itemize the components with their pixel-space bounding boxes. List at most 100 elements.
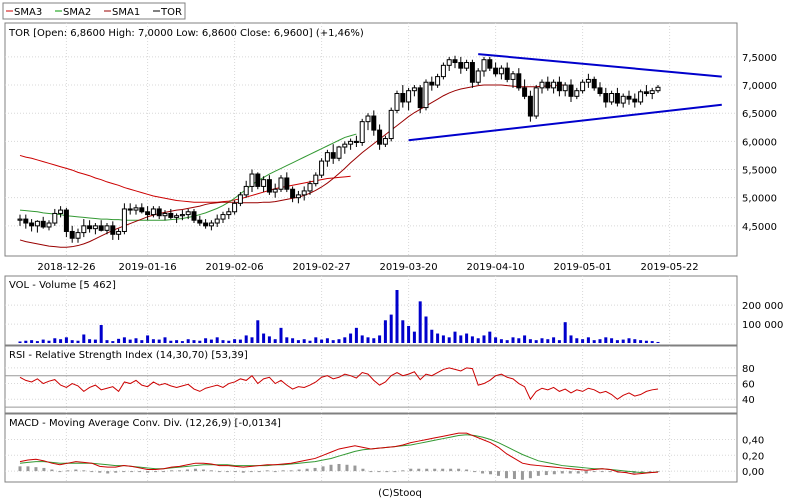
- candle-body: [46, 222, 52, 228]
- volume-bar: [244, 335, 248, 343]
- volume-bar: [64, 337, 68, 343]
- macd-histogram-bar: [449, 468, 453, 472]
- volume-bar: [488, 331, 492, 343]
- volume-bar: [53, 338, 57, 343]
- candle-body: [429, 81, 435, 86]
- sma3-line: [19, 154, 351, 203]
- candle-body: [568, 84, 574, 97]
- volume-bar: [180, 341, 184, 343]
- volume-bar: [465, 333, 469, 343]
- candle-body: [394, 93, 400, 111]
- rsi-y-tick-label: 40: [742, 395, 755, 406]
- volume-bar: [227, 340, 231, 343]
- macd-histogram-bar: [512, 471, 516, 479]
- candle-body: [440, 64, 446, 78]
- macd-histogram-bar: [393, 471, 397, 473]
- volume-bar: [534, 340, 538, 343]
- candle-body: [435, 76, 441, 86]
- volume-bar: [592, 340, 596, 343]
- candle-body: [23, 218, 29, 224]
- macd-histogram-bar: [560, 471, 564, 474]
- macd-histogram-bar: [58, 471, 62, 473]
- volume-bar: [30, 340, 34, 343]
- candle-body: [614, 93, 620, 104]
- price-y-tick-label: 6,0000: [742, 137, 777, 148]
- volume-bar: [447, 337, 451, 343]
- macd-histogram-bar: [289, 470, 293, 472]
- macd-histogram-bar: [34, 467, 38, 472]
- macd-histogram-bar: [98, 471, 102, 473]
- volume-bar: [459, 335, 463, 343]
- volume-bar: [122, 337, 126, 343]
- macd-histogram-bar: [425, 468, 429, 472]
- trendline: [478, 53, 722, 78]
- candle-body: [168, 212, 174, 218]
- volume-bar: [633, 339, 637, 343]
- volume-bar: [604, 337, 608, 343]
- macd-histogram-bar: [26, 466, 30, 472]
- candle-body: [226, 211, 232, 216]
- candle-body: [353, 140, 359, 143]
- legend: SMA3 SMA2 SMA1 TOR: [2, 2, 186, 20]
- volume-bar: [511, 337, 515, 343]
- candle-body: [585, 78, 591, 83]
- volume-y-tick-label: 100 000: [742, 320, 783, 331]
- price-y-tick-label: 7,0000: [742, 81, 777, 92]
- volume-bar: [279, 327, 283, 343]
- candle-body: [58, 209, 64, 214]
- macd-histogram-bar: [66, 470, 70, 472]
- volume-bar: [140, 340, 144, 343]
- price-y-tick-label: 5,0000: [742, 194, 777, 205]
- candle-body: [261, 179, 267, 187]
- volume-bar: [105, 340, 109, 343]
- volume-bar: [418, 301, 422, 343]
- marks-layer: [5, 53, 737, 480]
- candle-body: [127, 208, 133, 211]
- volume-bar: [238, 339, 242, 343]
- macd-histogram-bar: [178, 470, 181, 472]
- rsi-pane: [4, 345, 738, 414]
- volume-bar: [395, 290, 399, 343]
- volume-bar: [291, 338, 295, 343]
- volume-bar: [540, 338, 544, 343]
- candle-body: [371, 115, 377, 131]
- volume-bar: [70, 340, 74, 343]
- volume-bar: [157, 339, 161, 343]
- candle-body: [533, 87, 539, 117]
- macd-histogram-bar: [369, 471, 373, 473]
- volume-bar: [308, 340, 312, 343]
- volume-bar: [639, 340, 643, 343]
- volume-bar: [586, 337, 590, 343]
- macd-histogram-bar: [154, 471, 158, 473]
- candle-body: [620, 95, 626, 104]
- macd-histogram-bar: [409, 468, 413, 472]
- volume-bar: [494, 337, 498, 343]
- candle-body: [406, 90, 412, 103]
- x-tick-label: 2019-03-20: [380, 262, 438, 273]
- candle-body: [504, 67, 510, 80]
- candle-body: [307, 183, 313, 192]
- volume-bar: [117, 338, 121, 343]
- candle-body: [69, 230, 75, 239]
- candle-body: [290, 188, 296, 199]
- x-tick-label: 2019-04-10: [467, 262, 525, 273]
- volume-bar: [337, 339, 341, 343]
- volume-bar: [169, 340, 173, 343]
- axis-labels-layer: 2018-12-26 2019-01-16 2019-02-06 2019-02-27…: [37, 53, 783, 478]
- candle-body: [116, 230, 122, 235]
- macd-histogram-bar: [241, 471, 245, 473]
- macd-histogram-bar: [417, 468, 421, 472]
- volume-bar: [175, 340, 179, 343]
- price-y-tick-label: 4,5000: [742, 222, 777, 233]
- candle-body: [266, 179, 272, 193]
- candle-body: [342, 143, 348, 148]
- volume-bar: [552, 337, 556, 343]
- volume-bar: [250, 337, 254, 343]
- macd-histogram-bar: [130, 471, 134, 473]
- volume-bar: [389, 314, 393, 343]
- candle-body: [580, 81, 586, 92]
- volume-bar: [517, 338, 521, 343]
- volume-bar: [360, 335, 364, 343]
- macd-histogram-bar: [648, 471, 652, 473]
